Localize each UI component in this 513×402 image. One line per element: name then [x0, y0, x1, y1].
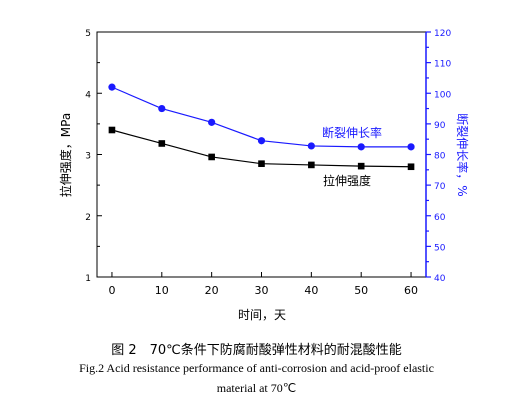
x-axis-ticks: 0 10 20 30 40 50 60 [108, 272, 418, 297]
left-tick-label-1: 1 [85, 274, 91, 284]
figure-caption-english-line-1: Fig.2 Acid resistance performance of ant… [79, 361, 434, 375]
right-tick-label-90: 90 [434, 121, 446, 131]
left-tick-label-2: 2 [85, 213, 91, 223]
series-layer [108, 83, 415, 171]
data-point [158, 104, 166, 113]
right-tick-label-80: 80 [434, 152, 446, 162]
left-tick-label-5: 5 [85, 29, 91, 39]
chart: 0 10 20 30 40 50 60 1 2 3 4 5 40 50 60 70 80 90 100 110 12… [58, 29, 470, 322]
data-point [407, 163, 415, 171]
right-tick-label-40: 40 [434, 274, 446, 284]
annotation-elongation: 断裂伸长率 [322, 125, 382, 140]
data-point [257, 137, 266, 145]
data-point [308, 161, 315, 169]
left-tick-label-4: 4 [85, 90, 91, 100]
x-tick-label-40: 40 [304, 284, 318, 297]
x-axis-label: 时间，天 [238, 308, 286, 322]
right-axis-label: 断裂伸长率，% [455, 113, 470, 196]
data-point [158, 140, 166, 147]
plot-frame [96, 31, 427, 278]
right-tick-label-60: 60 [434, 213, 446, 223]
left-axis-ticks: 1 2 3 4 5 [85, 29, 102, 284]
x-tick-label-60: 60 [404, 284, 418, 297]
data-point [208, 118, 216, 126]
left-tick-label-3: 3 [85, 152, 91, 162]
left-axis-label: 拉伸强度，MPa [58, 113, 73, 197]
data-point [258, 160, 265, 167]
right-tick-label-70: 70 [434, 182, 446, 192]
right-tick-label-120: 120 [434, 29, 451, 39]
data-point [208, 153, 215, 161]
right-tick-label-100: 100 [434, 90, 451, 100]
x-tick-label-30: 30 [255, 284, 269, 297]
x-tick-label-10: 10 [155, 284, 169, 297]
x-tick-label-0: 0 [108, 284, 115, 297]
right-tick-label-110: 110 [434, 60, 451, 70]
x-tick-label-50: 50 [354, 284, 368, 297]
figure-caption-chinese: 图 2 70℃条件下防腐耐酸弹性材料的耐混酸性能 [111, 343, 402, 358]
right-axis-ticks: 40 50 60 70 80 90 100 110 120 [426, 29, 451, 284]
figure-caption-english-line-2: material at 70℃ [216, 381, 297, 395]
data-point [108, 83, 116, 91]
data-point [357, 162, 365, 170]
data-point [108, 126, 116, 134]
data-point [307, 142, 315, 150]
right-tick-label-50: 50 [434, 243, 446, 253]
data-point [407, 143, 415, 151]
x-tick-label-20: 20 [205, 284, 219, 297]
annotation-tensile: 拉伸强度 [323, 173, 371, 188]
data-point [357, 143, 365, 151]
